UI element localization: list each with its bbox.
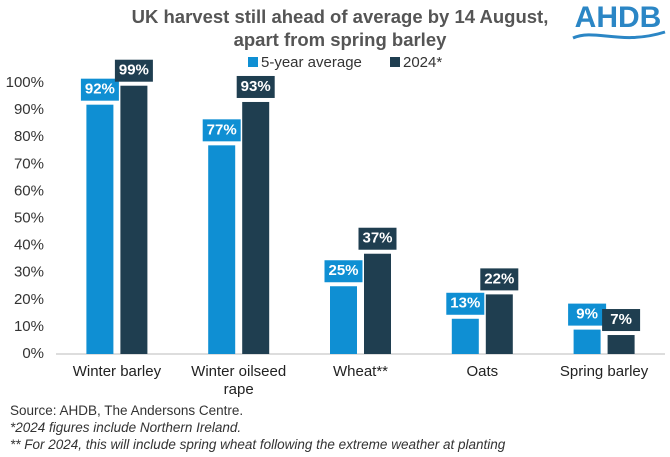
footnote: ** For 2024, this will include spring wh…	[10, 437, 506, 452]
value-label-box	[480, 268, 519, 291]
y-tick-label: 30%	[14, 264, 44, 281]
y-tick-label: 40%	[14, 237, 44, 254]
x-tick-label: Oats	[466, 363, 499, 380]
value-label-box	[236, 75, 275, 98]
bar	[242, 101, 270, 354]
value-label-box	[358, 227, 397, 250]
value-label: 77%	[207, 121, 237, 138]
y-tick-label: 10%	[14, 318, 44, 335]
x-tick-label: Winter oilseed rape	[191, 363, 287, 398]
x-tick-label: Wheat**	[332, 363, 389, 380]
footnote: Source: AHDB, The Andersons Centre.	[10, 403, 244, 418]
bar	[607, 335, 635, 354]
value-label-box	[80, 78, 119, 101]
value-label-box	[568, 303, 607, 326]
x-tick-label: Spring barley	[559, 363, 649, 380]
y-tick-label: 20%	[14, 291, 44, 308]
value-label: 99%	[119, 62, 149, 79]
y-tick-label: 70%	[14, 155, 44, 172]
bar	[364, 253, 391, 354]
value-label: 13%	[450, 295, 480, 312]
value-label-box	[446, 292, 485, 315]
legend-label: 5-year average	[261, 54, 362, 71]
bar	[208, 145, 236, 354]
legend-swatch	[390, 57, 400, 67]
value-label-box	[602, 309, 641, 332]
bar	[86, 104, 114, 355]
footnote: *2024 figures include Northern Ireland.	[10, 420, 242, 435]
value-label: 22%	[484, 270, 514, 287]
legend-swatch	[248, 57, 258, 67]
value-label: 7%	[610, 311, 632, 328]
bar	[573, 329, 601, 354]
y-tick-label: 50%	[14, 209, 44, 226]
y-tick-label: 60%	[14, 182, 44, 199]
logo-wave	[572, 30, 666, 40]
value-label-box	[202, 119, 241, 142]
value-label: 25%	[328, 262, 358, 279]
y-tick-label: 100%	[6, 74, 44, 91]
value-label: 92%	[85, 81, 115, 98]
legend-label: 2024*	[403, 54, 442, 71]
value-label: 37%	[362, 230, 392, 247]
x-tick-label: Winter barley	[72, 363, 162, 380]
value-label: 9%	[576, 306, 598, 323]
logo: AHDB	[575, 1, 662, 34]
bar	[330, 286, 357, 354]
y-tick-label: 90%	[14, 101, 44, 118]
value-label: 93%	[241, 78, 271, 95]
bar	[451, 318, 479, 354]
bar	[485, 294, 513, 354]
chart-title: UK harvest still ahead of average by 14 …	[131, 6, 549, 50]
y-tick-label: 0%	[22, 345, 44, 362]
bar	[120, 85, 148, 355]
value-label-box	[114, 59, 153, 82]
value-label-box	[324, 260, 363, 283]
y-tick-label: 80%	[14, 128, 44, 145]
